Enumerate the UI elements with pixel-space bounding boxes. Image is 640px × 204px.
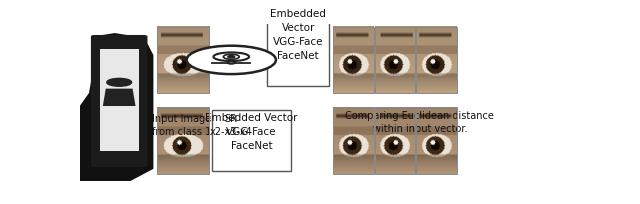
Bar <box>157 28 209 94</box>
Text: SR
x2-x3-x4: SR x2-x3-x4 <box>210 114 253 136</box>
Bar <box>157 108 209 174</box>
Circle shape <box>187 47 276 75</box>
FancyBboxPatch shape <box>212 110 291 171</box>
Circle shape <box>228 56 235 59</box>
Text: Embedded Vector
VGG-Face
FaceNet: Embedded Vector VGG-Face FaceNet <box>205 112 298 150</box>
FancyBboxPatch shape <box>91 36 147 167</box>
Bar <box>416 28 457 94</box>
Bar <box>416 108 457 174</box>
Circle shape <box>107 79 132 87</box>
Bar <box>333 28 374 94</box>
Text: Comparing Euclidean distance
within input vector.: Comparing Euclidean distance within inpu… <box>346 111 494 133</box>
Circle shape <box>116 44 123 46</box>
Text: Embedded
Vector
VGG-Face
FaceNet: Embedded Vector VGG-Face FaceNet <box>270 9 326 61</box>
Bar <box>374 28 415 94</box>
Ellipse shape <box>213 53 249 62</box>
Polygon shape <box>80 34 154 182</box>
Bar <box>374 108 415 174</box>
Circle shape <box>228 62 235 64</box>
FancyBboxPatch shape <box>268 6 329 86</box>
Text: Input Image
from class 1: Input Image from class 1 <box>152 114 211 136</box>
Bar <box>333 108 374 174</box>
Polygon shape <box>103 89 136 106</box>
FancyBboxPatch shape <box>100 50 138 152</box>
Circle shape <box>223 55 239 60</box>
